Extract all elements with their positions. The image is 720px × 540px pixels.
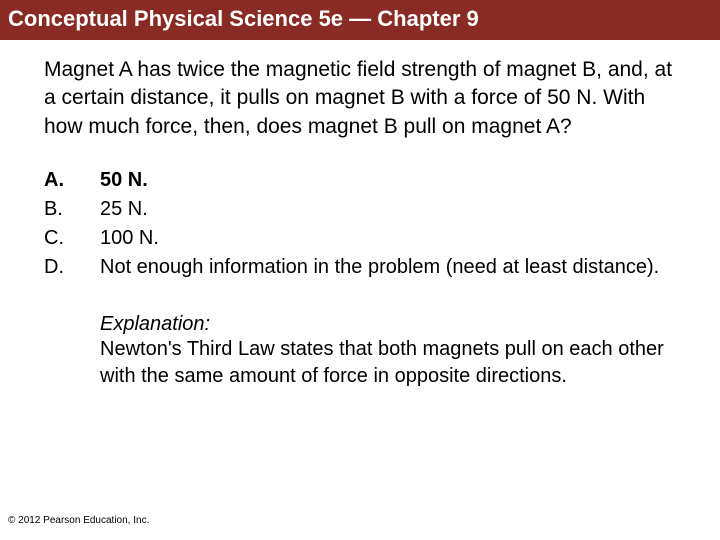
- answer-letter-d: D.: [44, 256, 100, 279]
- answer-row: A. 50 N.: [44, 169, 676, 192]
- header-bar: Conceptual Physical Science 5e — Chapter…: [0, 0, 720, 40]
- question-block: Magnet A has twice the magnetic field st…: [0, 40, 720, 141]
- answer-letter-a: A.: [44, 169, 100, 192]
- answer-text-b: 25 N.: [100, 198, 676, 221]
- header-title: Conceptual Physical Science 5e — Chapter…: [8, 6, 712, 32]
- answer-row: B. 25 N.: [44, 198, 676, 221]
- question-text: Magnet A has twice the magnetic field st…: [44, 56, 676, 141]
- slide: Conceptual Physical Science 5e — Chapter…: [0, 0, 720, 540]
- answer-row: C. 100 N.: [44, 227, 676, 250]
- answer-row: D. Not enough information in the problem…: [44, 256, 676, 279]
- answer-list: A. 50 N. B. 25 N. C. 100 N. D. Not enoug…: [0, 141, 720, 279]
- answer-text-d: Not enough information in the problem (n…: [100, 256, 676, 279]
- copyright-text: © 2012 Pearson Education, Inc.: [8, 515, 149, 526]
- answer-letter-c: C.: [44, 227, 100, 250]
- explanation-block: Explanation: Newton's Third Law states t…: [0, 285, 720, 390]
- explanation-body: Newton's Third Law states that both magn…: [100, 336, 676, 390]
- answer-text-a: 50 N.: [100, 169, 676, 192]
- explanation-label: Explanation:: [100, 313, 676, 336]
- answer-letter-b: B.: [44, 198, 100, 221]
- answer-text-c: 100 N.: [100, 227, 676, 250]
